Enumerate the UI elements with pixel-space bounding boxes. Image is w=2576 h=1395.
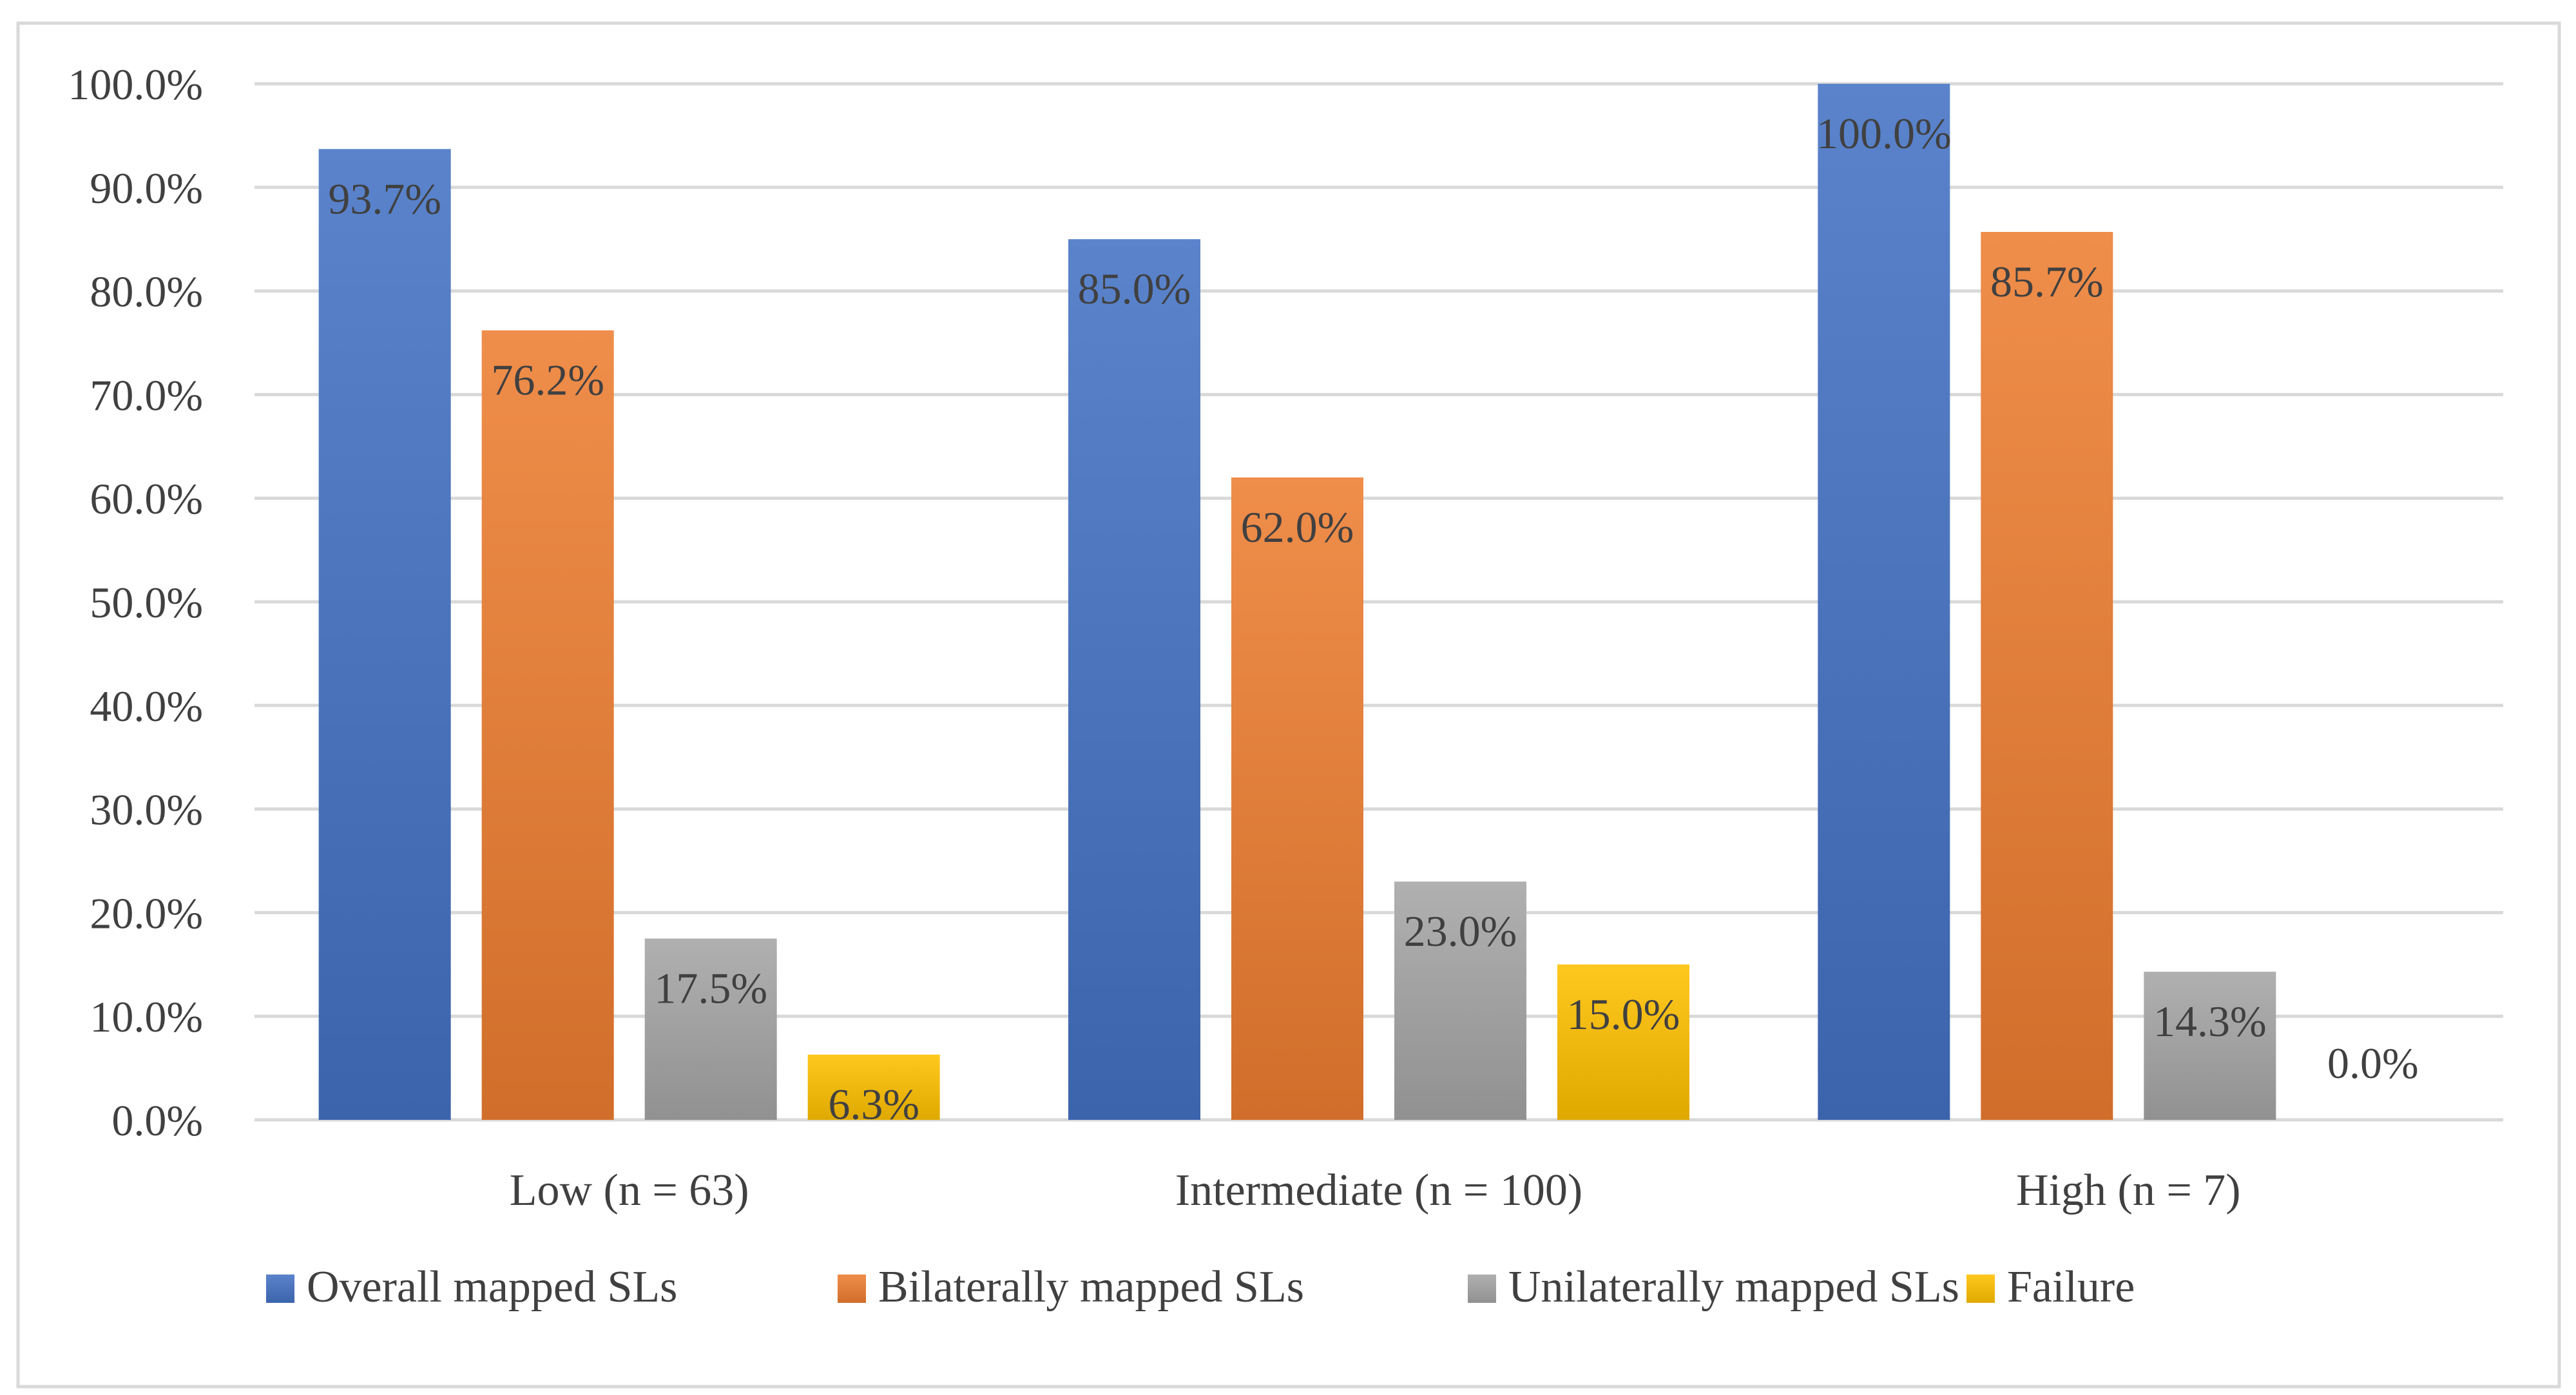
legend-label: Overall mapped SLs bbox=[307, 1262, 677, 1312]
y-tick-label: 40.0% bbox=[90, 682, 203, 731]
data-label: 62.0% bbox=[1241, 503, 1354, 552]
grid-lines bbox=[255, 82, 2503, 1122]
legend-swatch bbox=[838, 1275, 866, 1303]
x-category-label: Intermediate (n = 100) bbox=[1175, 1166, 1582, 1215]
bar-overall-mapped-sls bbox=[1818, 84, 1950, 1120]
legend-swatch bbox=[266, 1275, 294, 1303]
legend-swatch bbox=[1468, 1275, 1496, 1303]
data-label: 85.0% bbox=[1078, 264, 1191, 313]
y-tick-label: 80.0% bbox=[90, 267, 203, 316]
bar-unilaterally-mapped-sls bbox=[2144, 972, 2276, 1120]
legend-label: Unilaterally mapped SLs bbox=[1508, 1262, 1959, 1312]
data-labels: 93.7% 76.2% 17.5% 6.3% 85.0% 62.0% 23.0% 15.0% 1… bbox=[328, 109, 2418, 1129]
data-label: 23.0% bbox=[1404, 907, 1517, 956]
x-axis-category-labels: Low (n = 63) Intermediate (n = 100) High (… bbox=[510, 1166, 2241, 1215]
bar-bilaterally-mapped-sls bbox=[1231, 477, 1363, 1120]
data-label: 100.0% bbox=[1816, 109, 1952, 158]
legend-label: Failure bbox=[2007, 1262, 2135, 1312]
y-tick-label: 10.0% bbox=[90, 992, 203, 1041]
data-label: 15.0% bbox=[1567, 990, 1680, 1039]
bar-failure bbox=[1557, 964, 1689, 1120]
bar-bilaterally-mapped-sls bbox=[1981, 231, 2113, 1121]
data-label: 6.3% bbox=[828, 1080, 919, 1129]
legend: Overall mapped SLs Bilaterally mapped SLs… bbox=[266, 1262, 2135, 1312]
y-tick-label: 100.0% bbox=[68, 60, 203, 109]
data-label: 93.7% bbox=[328, 174, 441, 223]
bar-bilaterally-mapped-sls bbox=[481, 330, 614, 1120]
data-label: 76.2% bbox=[491, 356, 604, 405]
y-tick-label: 50.0% bbox=[90, 578, 203, 627]
legend-label: Bilaterally mapped SLs bbox=[878, 1262, 1304, 1312]
bar-overall-mapped-sls bbox=[318, 149, 451, 1121]
data-label: 14.3% bbox=[2153, 997, 2267, 1046]
x-category-label: High (n = 7) bbox=[2016, 1166, 2241, 1215]
bar-unilaterally-mapped-sls bbox=[1394, 881, 1526, 1120]
bar-failure bbox=[807, 1054, 940, 1120]
data-label: 0.0% bbox=[2327, 1039, 2419, 1088]
data-label: 17.5% bbox=[654, 964, 767, 1013]
bar-overall-mapped-sls bbox=[1068, 239, 1200, 1121]
y-tick-label: 30.0% bbox=[90, 785, 203, 834]
legend-swatch bbox=[1966, 1275, 1995, 1303]
y-tick-label: 60.0% bbox=[90, 474, 203, 523]
y-tick-label: 70.0% bbox=[90, 370, 203, 419]
y-tick-label: 20.0% bbox=[90, 889, 203, 938]
y-axis-tick-labels: 0.0% 10.0% 20.0% 30.0% 40.0% 50.0% 60.0% 70.0% 8… bbox=[68, 60, 203, 1145]
x-category-label: Low (n = 63) bbox=[510, 1166, 749, 1215]
bar-series bbox=[318, 84, 2276, 1121]
bar-unilaterally-mapped-sls bbox=[644, 938, 777, 1120]
data-label: 85.7% bbox=[1990, 257, 2104, 306]
y-tick-label: 0.0% bbox=[111, 1096, 203, 1145]
y-tick-label: 90.0% bbox=[90, 164, 203, 213]
